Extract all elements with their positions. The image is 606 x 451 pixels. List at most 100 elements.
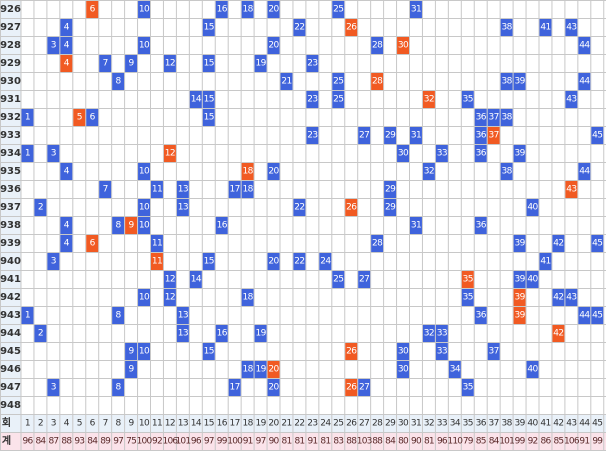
round-label: 944 xyxy=(0,328,21,339)
drawn-number-cell xyxy=(21,109,34,126)
drawn-number: 16 xyxy=(217,221,228,231)
drawn-number-cell xyxy=(358,271,371,288)
drawn-number-cell xyxy=(461,91,474,108)
round-label: 930 xyxy=(0,76,21,87)
round-label: 942 xyxy=(0,292,21,303)
drawn-number: 28 xyxy=(372,41,383,51)
drawn-number: 10 xyxy=(139,41,150,51)
drawn-number: 13 xyxy=(178,329,188,339)
drawn-number-cell xyxy=(552,235,565,252)
drawn-number-cell xyxy=(138,163,150,180)
column-total: 97 xyxy=(256,437,266,447)
bonus-number: 42 xyxy=(553,329,563,339)
drawn-number-cell xyxy=(125,55,138,72)
drawn-number: 44 xyxy=(579,311,590,321)
drawn-number-cell xyxy=(565,91,578,108)
column-total: 90 xyxy=(269,437,280,447)
drawn-number-cell xyxy=(267,37,280,54)
drawn-number: 36 xyxy=(476,131,487,141)
bonus-number: 43 xyxy=(566,185,576,195)
drawn-number-cell xyxy=(215,1,228,18)
drawn-number: 19 xyxy=(255,365,266,375)
column-total: 84 xyxy=(35,437,46,447)
bonus-number: 30 xyxy=(398,41,409,51)
drawn-number-cell xyxy=(138,1,150,18)
drawn-number-cell xyxy=(241,181,254,198)
drawn-number: 43 xyxy=(566,95,576,105)
drawn-number: 44 xyxy=(579,167,590,177)
bonus-number-cell xyxy=(60,55,73,72)
bonus-number-cell xyxy=(487,127,500,144)
drawn-number: 10 xyxy=(139,293,150,303)
drawn-number: 33 xyxy=(437,329,447,339)
bonus-number: 39 xyxy=(514,293,525,303)
column-total: 99 xyxy=(217,437,228,447)
drawn-number: 3 xyxy=(51,149,56,159)
drawn-number: 31 xyxy=(411,5,421,15)
drawn-number-cell xyxy=(60,163,73,180)
drawn-number-cell xyxy=(461,379,474,396)
drawn-number: 22 xyxy=(294,257,304,267)
drawn-number: 29 xyxy=(385,185,396,195)
drawn-number: 40 xyxy=(527,365,538,375)
column-number: 39 xyxy=(514,419,525,429)
drawn-number-cell xyxy=(332,271,345,288)
drawn-number: 31 xyxy=(411,131,421,141)
drawn-number: 1 xyxy=(25,149,30,159)
drawn-number-cell xyxy=(86,109,99,126)
column-total: 84 xyxy=(385,437,396,447)
drawn-number: 3 xyxy=(51,383,56,393)
drawn-number: 32 xyxy=(424,167,434,177)
drawn-number-cell xyxy=(422,325,435,342)
drawn-number-cell xyxy=(332,1,345,18)
column-number: 23 xyxy=(307,419,317,429)
drawn-number-cell xyxy=(138,343,150,360)
drawn-number: 38 xyxy=(501,77,512,87)
bonus-number: 6 xyxy=(90,239,96,249)
bonus-number-cell xyxy=(513,289,526,306)
drawn-number-cell xyxy=(99,181,112,198)
drawn-number: 13 xyxy=(178,203,188,213)
bonus-number-cell xyxy=(552,325,565,342)
column-total: 97 xyxy=(204,437,214,447)
bonus-number: 5 xyxy=(77,113,82,123)
drawn-number: 36 xyxy=(476,311,487,321)
drawn-number: 18 xyxy=(242,5,253,15)
column-number: 4 xyxy=(64,419,70,429)
column-total: 106 xyxy=(564,437,580,447)
drawn-number-cell xyxy=(112,217,125,234)
drawn-number: 12 xyxy=(165,59,175,69)
column-number: 41 xyxy=(540,419,550,429)
drawn-number-cell xyxy=(99,55,112,72)
drawn-number-cell xyxy=(397,145,409,162)
drawn-number: 39 xyxy=(514,275,525,285)
column-total: 79 xyxy=(463,437,474,447)
round-label: 931 xyxy=(0,94,21,105)
drawn-number-cell xyxy=(47,253,60,270)
drawn-number-cell xyxy=(47,145,60,162)
drawn-number: 1 xyxy=(25,113,30,123)
drawn-number: 11 xyxy=(152,185,162,195)
column-number: 21 xyxy=(281,419,291,429)
drawn-number-cell xyxy=(513,235,526,252)
drawn-number: 28 xyxy=(372,239,383,249)
bonus-number: 26 xyxy=(346,383,357,393)
drawn-number-cell xyxy=(500,109,513,126)
bonus-number: 28 xyxy=(372,77,383,87)
drawn-number-cell xyxy=(176,181,189,198)
bonus-number-cell xyxy=(125,217,138,234)
drawn-number: 27 xyxy=(359,275,369,285)
column-total: 91 xyxy=(579,437,589,447)
drawn-number: 2 xyxy=(38,329,43,339)
drawn-number: 32 xyxy=(424,329,434,339)
drawn-number: 12 xyxy=(165,275,175,285)
column-number: 40 xyxy=(527,419,538,429)
drawn-number-cell xyxy=(138,199,150,216)
bonus-number: 4 xyxy=(64,59,70,69)
bonus-number-cell xyxy=(86,1,99,18)
drawn-number-cell xyxy=(138,217,150,234)
column-total: 84 xyxy=(489,437,500,447)
drawn-number: 15 xyxy=(204,23,214,33)
drawn-number: 10 xyxy=(139,221,150,231)
column-number: 6 xyxy=(90,419,96,429)
